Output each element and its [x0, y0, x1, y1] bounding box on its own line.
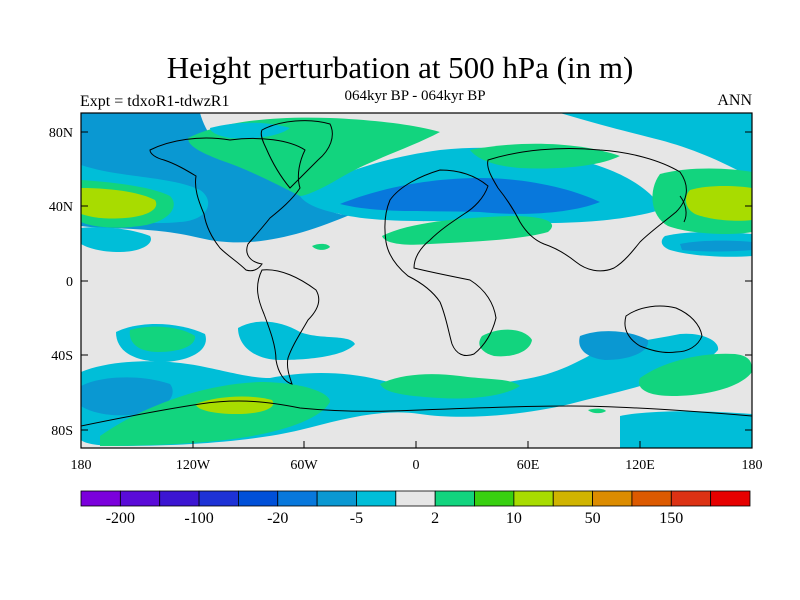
contour-green-mediterranean: [382, 216, 553, 245]
contour-green-eurasia-north: [470, 143, 620, 169]
colorbar-labels: -200 -100 -20 -5 2 10 50 150: [106, 510, 684, 527]
colorbar-label: 50: [585, 510, 601, 527]
lat-tick-label: 40N: [49, 200, 73, 215]
contour-green-small-atlantic: [312, 243, 330, 250]
colorbar-swatch: [670, 490, 712, 507]
contour-blue-eurasia: [340, 178, 600, 214]
colorbar-swatch: [316, 490, 357, 507]
contour-blue-north-pacific: [81, 113, 190, 166]
lon-tick-label: 0: [413, 458, 420, 473]
colorbar-swatch: [356, 490, 397, 507]
contour-green-sh-pacific: [100, 382, 330, 446]
lat-tick-label: 80N: [49, 126, 73, 141]
coastline-europe-africa: [384, 169, 497, 357]
tick-marks: [81, 131, 752, 448]
lon-tick-label: 180: [742, 458, 763, 473]
contour-green-sh-east: [639, 353, 752, 396]
colorbar-label: 150: [659, 510, 683, 527]
colorbar-swatch: [119, 490, 161, 507]
colorbar-swatch: [474, 490, 515, 507]
colorbar-swatch: [238, 490, 279, 507]
contour-cyan-west-lower: [81, 227, 151, 252]
colorbar-swatch: [80, 490, 121, 507]
colorbar-label: -20: [267, 510, 288, 527]
lat-tick-label: 80S: [51, 424, 73, 439]
experiment-label: Expt = tdxoR1-tdwzR1: [80, 93, 230, 110]
contour-blue-east-pacific: [680, 240, 752, 252]
contour-yellow-pacific-west: [81, 188, 157, 219]
colorbar-label: 2: [431, 510, 439, 527]
lat-tick-label: 40S: [51, 349, 73, 364]
contour-cyan-sh-south-east: [620, 411, 752, 448]
contour-green-small-south: [588, 408, 606, 414]
colorbar-label: -5: [350, 510, 363, 527]
colorbar-swatch: [277, 490, 318, 507]
coastlines: [81, 120, 752, 427]
coastline-greenland: [260, 120, 333, 189]
contour-yellow-sh-pacific: [196, 396, 274, 414]
longitude-labels: 180 120W 60W 0 60E 120E 180: [71, 458, 763, 473]
colorbar-swatch: [710, 490, 751, 507]
coastline-north-america: [149, 137, 306, 272]
latitude-labels: 80N 40N 0 40S 80S: [49, 126, 73, 439]
lon-tick-label: 180: [71, 458, 92, 473]
colorbar-swatch: [159, 490, 200, 507]
lon-tick-label: 120E: [625, 458, 655, 473]
lon-tick-label: 120W: [176, 458, 211, 473]
page-subtitle: 064kyr BP - 064kyr BP: [344, 88, 486, 104]
colorbar-label: -200: [106, 510, 135, 527]
colorbar-label: 10: [506, 510, 522, 527]
contour-yellow-pacific-east: [685, 186, 752, 221]
contour-cyan-arctic-east: [560, 113, 752, 178]
coastline-asia: [487, 147, 687, 272]
season-label: ANN: [717, 92, 752, 109]
contour-field: [81, 113, 752, 448]
colorbar: [80, 490, 751, 507]
colorbar-swatch: [198, 490, 239, 507]
contour-blue-sh-west: [81, 377, 173, 416]
colorbar-swatch: [434, 490, 475, 507]
colorbar-label: -100: [184, 510, 213, 527]
contour-green-sh-west: [129, 326, 196, 352]
colorbar-swatch: [631, 490, 672, 507]
coastline-south-america: [257, 269, 320, 385]
colorbar-swatch: [513, 490, 554, 507]
colorbar-swatch: [395, 490, 436, 507]
lat-tick-label: 0: [66, 275, 73, 290]
colorbar-swatch: [552, 490, 593, 507]
coastline-australia: [624, 305, 703, 353]
coastline-japan: [679, 195, 687, 223]
contour-green-sh-atlantic-band: [380, 374, 520, 399]
contour-green-sh-south-atlantic: [479, 329, 532, 357]
lon-tick-label: 60W: [290, 458, 318, 473]
coastline-antarctica: [81, 400, 752, 427]
lon-tick-label: 60E: [517, 458, 540, 473]
colorbar-swatch: [592, 490, 633, 507]
page-title: Height perturbation at 500 hPa (in m): [166, 50, 634, 85]
